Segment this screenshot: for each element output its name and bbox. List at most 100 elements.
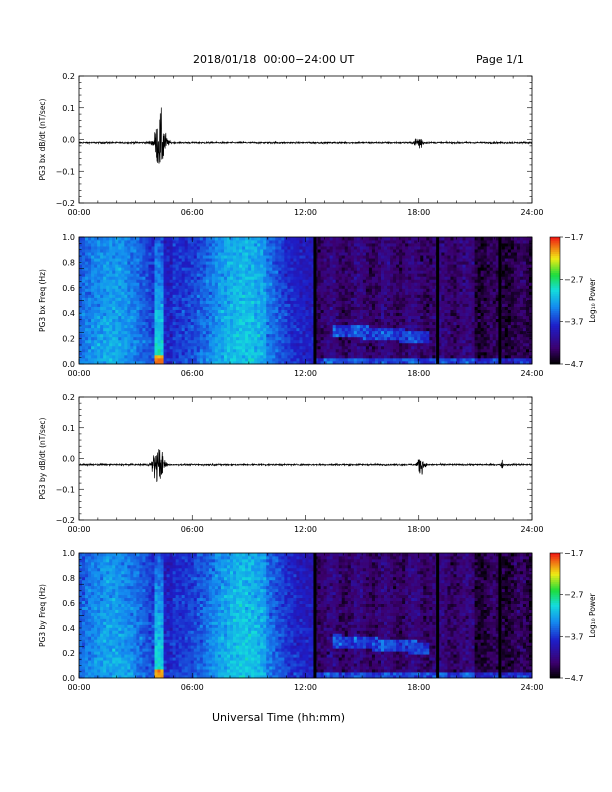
heatmap-cell xyxy=(82,345,86,350)
heatmap-cell xyxy=(396,318,400,323)
heatmap-cell xyxy=(193,291,198,295)
heatmap-cell xyxy=(302,312,306,317)
heatmap-cell xyxy=(190,309,195,313)
heatmap-cell xyxy=(190,327,195,332)
heatmap-cell xyxy=(408,315,412,320)
heatmap-cell xyxy=(121,357,125,362)
heatmap-cell xyxy=(287,345,291,350)
heatmap-cell xyxy=(311,306,315,310)
heatmap-cell xyxy=(106,306,110,310)
heatmap-cell xyxy=(408,321,412,326)
heatmap-cell xyxy=(396,348,400,353)
heatmap-cell xyxy=(347,297,352,301)
heatmap-cell xyxy=(79,333,83,338)
heatmap-cell xyxy=(399,342,403,347)
heatmap-cell xyxy=(166,279,170,283)
heatmap-cell xyxy=(317,237,321,241)
heatmap-cell xyxy=(326,318,331,323)
heatmap-cell xyxy=(284,246,288,250)
heatmap-cell xyxy=(239,267,243,271)
bx_spec-heatmap xyxy=(79,237,533,365)
heatmap-cell xyxy=(269,240,273,244)
heatmap-cell xyxy=(157,306,161,310)
heatmap-cell xyxy=(356,252,361,256)
heatmap-cell xyxy=(236,258,240,262)
heatmap-cell xyxy=(269,279,273,283)
heatmap-cell xyxy=(112,264,116,268)
heatmap-cell xyxy=(97,291,101,295)
heatmap-cell xyxy=(350,279,355,283)
heatmap-cell xyxy=(91,237,95,241)
heatmap-cell xyxy=(190,339,195,344)
heatmap-cell xyxy=(148,282,152,286)
heatmap-cell xyxy=(127,276,131,280)
heatmap-cell xyxy=(272,297,276,301)
heatmap-cell xyxy=(254,291,258,295)
heatmap-cell xyxy=(356,255,361,259)
heatmap-cell xyxy=(390,333,394,338)
heatmap-cell xyxy=(356,315,361,320)
heatmap-cell xyxy=(344,249,349,253)
heatmap-cell xyxy=(151,270,155,274)
heatmap-cell xyxy=(426,246,430,250)
heatmap-cell xyxy=(311,360,315,365)
heatmap-cell xyxy=(202,246,207,250)
heatmap-cell xyxy=(242,276,246,280)
heatmap-cell xyxy=(329,279,334,283)
heatmap-cell xyxy=(374,315,379,320)
heatmap-cell xyxy=(411,255,415,259)
heatmap-cell xyxy=(100,252,104,256)
heatmap-cell xyxy=(151,315,155,320)
heatmap-cell xyxy=(130,252,134,256)
heatmap-cell xyxy=(94,237,98,241)
heatmap-cell xyxy=(278,282,282,286)
heatmap-cell xyxy=(190,249,195,253)
heatmap-cell xyxy=(296,285,300,289)
heatmap-cell xyxy=(266,261,270,265)
heatmap-cell xyxy=(124,297,128,301)
heatmap-cell xyxy=(362,330,367,335)
heatmap-cell xyxy=(338,357,343,362)
heatmap-cell xyxy=(365,297,370,301)
heatmap-cell xyxy=(124,312,128,317)
heatmap-cell xyxy=(160,276,164,280)
heatmap-cell xyxy=(281,345,285,350)
heatmap-cell xyxy=(151,336,155,341)
heatmap-cell xyxy=(103,261,107,265)
heatmap-cell xyxy=(172,354,177,359)
heatmap-cell xyxy=(290,306,294,310)
heatmap-cell xyxy=(296,252,300,256)
heatmap-cell xyxy=(308,342,312,347)
heatmap-cell xyxy=(326,312,331,317)
heatmap-cell xyxy=(184,330,189,335)
heatmap-cell xyxy=(356,342,361,347)
heatmap-cell xyxy=(390,246,394,250)
heatmap-cell xyxy=(296,306,300,310)
heatmap-cell xyxy=(181,309,186,313)
heatmap-cell xyxy=(420,276,424,280)
heatmap-cell xyxy=(323,318,328,323)
heatmap-cell xyxy=(223,294,228,298)
heatmap-cell xyxy=(133,282,137,286)
heatmap-cell xyxy=(408,276,412,280)
heatmap-cell xyxy=(239,336,243,341)
heatmap-cell xyxy=(426,345,430,350)
heatmap-cell xyxy=(371,270,376,274)
heatmap-cell xyxy=(172,276,177,280)
heatmap-cell xyxy=(341,339,346,344)
heatmap-cell xyxy=(109,300,113,304)
heatmap-cell xyxy=(420,354,424,359)
heatmap-cell xyxy=(100,321,104,326)
heatmap-cell xyxy=(103,330,107,335)
heatmap-cell xyxy=(217,264,222,268)
heatmap-cell xyxy=(178,321,183,326)
heatmap-cell xyxy=(257,324,261,329)
heatmap-cell xyxy=(381,282,385,286)
heatmap-cell xyxy=(142,279,146,283)
heatmap-cell xyxy=(323,360,328,365)
heatmap-cell xyxy=(260,345,264,350)
heatmap-cell xyxy=(305,318,309,323)
heatmap-cell xyxy=(302,333,306,338)
heatmap-cell xyxy=(344,306,349,310)
heatmap-cell xyxy=(251,327,255,332)
